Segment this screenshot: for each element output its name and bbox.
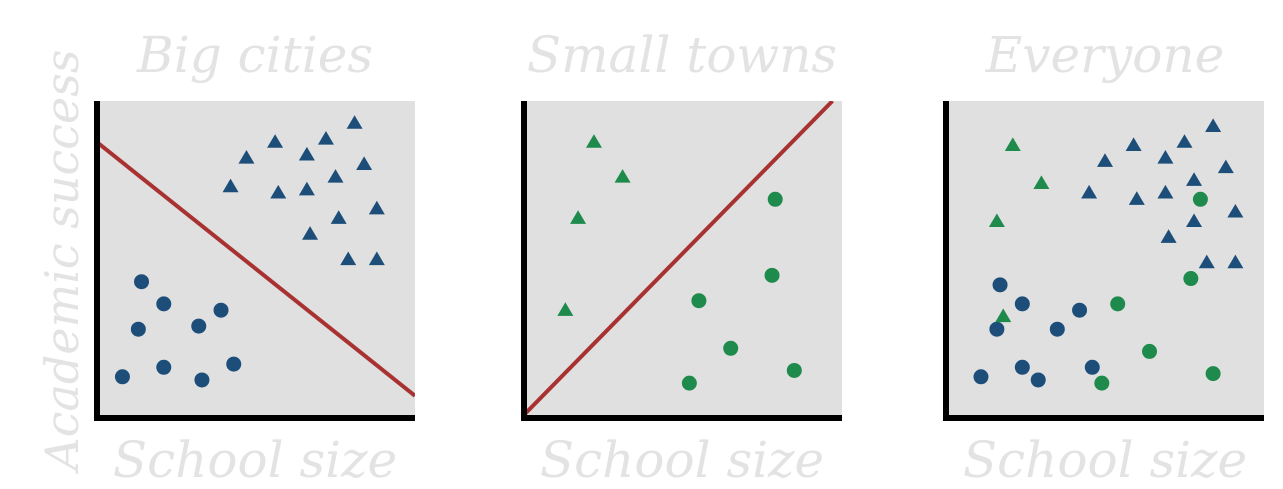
- triangle-point: [1186, 213, 1203, 228]
- circle-point: [723, 340, 739, 356]
- circle-point: [973, 369, 989, 385]
- triangle-point: [1176, 134, 1193, 148]
- circle-point: [213, 302, 229, 318]
- triangle-point: [995, 308, 1012, 323]
- circle-point: [1205, 366, 1221, 382]
- panel-big-cities: Big cities School size Academic success: [35, 26, 415, 489]
- triangle-point: [340, 251, 357, 266]
- circle-point: [156, 359, 172, 375]
- x-axis-label: School size: [540, 431, 824, 489]
- circle-point: [226, 356, 242, 372]
- triangle-point: [298, 146, 315, 161]
- triangle-point: [346, 115, 363, 129]
- circle-point: [786, 362, 802, 378]
- circle-point: [1094, 375, 1110, 391]
- triangle-point: [298, 181, 315, 196]
- circle-point: [134, 274, 150, 290]
- triangle-point: [1157, 150, 1174, 164]
- plot-content: [524, 101, 834, 417]
- triangle-point: [238, 150, 255, 164]
- triangle-point: [267, 134, 284, 148]
- triangle-point: [1125, 137, 1142, 151]
- plot-content: [97, 115, 415, 398]
- triangle-point: [330, 210, 347, 224]
- triangle-point: [368, 200, 385, 215]
- circle-point: [1014, 359, 1030, 375]
- triangle-point: [557, 302, 574, 316]
- circle-point: [1014, 296, 1030, 312]
- triangle-point: [988, 213, 1005, 228]
- triangle-point: [1198, 254, 1215, 269]
- triangle-point: [327, 169, 344, 183]
- circle-point: [114, 369, 130, 385]
- triangle-point: [317, 131, 334, 145]
- triangle-point: [302, 226, 319, 240]
- triangle-point: [368, 251, 385, 266]
- circle-point: [191, 318, 207, 334]
- circle-point: [681, 375, 697, 391]
- circle-point: [992, 277, 1008, 293]
- panel-title: Small towns: [527, 26, 837, 84]
- triangle-point: [1081, 184, 1098, 199]
- triangle-point: [222, 178, 239, 193]
- circle-point: [1049, 321, 1065, 337]
- circle-point: [1183, 271, 1199, 287]
- triangle-point: [1033, 175, 1050, 190]
- y-axis-label: Academic success: [35, 50, 89, 475]
- circle-point: [1142, 343, 1158, 359]
- triangle-point: [1227, 203, 1244, 218]
- triangle-point: [1217, 159, 1234, 174]
- triangle-point: [585, 134, 602, 148]
- triangle-point: [1128, 191, 1145, 205]
- triangle-point: [1227, 254, 1244, 269]
- circle-point: [691, 293, 707, 309]
- circle-point: [1030, 372, 1046, 388]
- triangle-point: [1186, 172, 1203, 186]
- plot-content: [973, 118, 1244, 391]
- circle-point: [1084, 359, 1100, 375]
- triangle-point: [1205, 118, 1222, 132]
- triangle-point: [1004, 137, 1021, 151]
- circle-point: [1072, 302, 1088, 318]
- circle-point: [1192, 191, 1208, 207]
- triangle-point: [570, 210, 587, 224]
- circle-point: [989, 321, 1005, 337]
- circle-point: [1110, 296, 1126, 312]
- trend-line: [97, 140, 415, 398]
- panel-small-towns: Small towns School size: [521, 26, 842, 489]
- plot-area: [97, 101, 415, 418]
- triangle-point: [356, 156, 373, 170]
- triangle-point: [614, 169, 631, 183]
- x-axis-label: School size: [963, 431, 1247, 489]
- triangle-point: [1160, 229, 1177, 243]
- circle-point: [130, 321, 146, 337]
- circle-point: [194, 372, 210, 388]
- trend-line: [524, 101, 834, 417]
- triangle-point: [1097, 153, 1113, 167]
- triangle-point: [270, 184, 287, 199]
- triangle-point: [1157, 184, 1174, 199]
- circle-point: [764, 267, 780, 283]
- circle-point: [156, 296, 172, 312]
- panel-title: Everyone: [985, 26, 1224, 84]
- panel-everyone: Everyone School size: [943, 26, 1264, 489]
- panel-title: Big cities: [136, 26, 373, 84]
- circle-point: [767, 191, 783, 207]
- x-axis-label: School size: [113, 431, 397, 489]
